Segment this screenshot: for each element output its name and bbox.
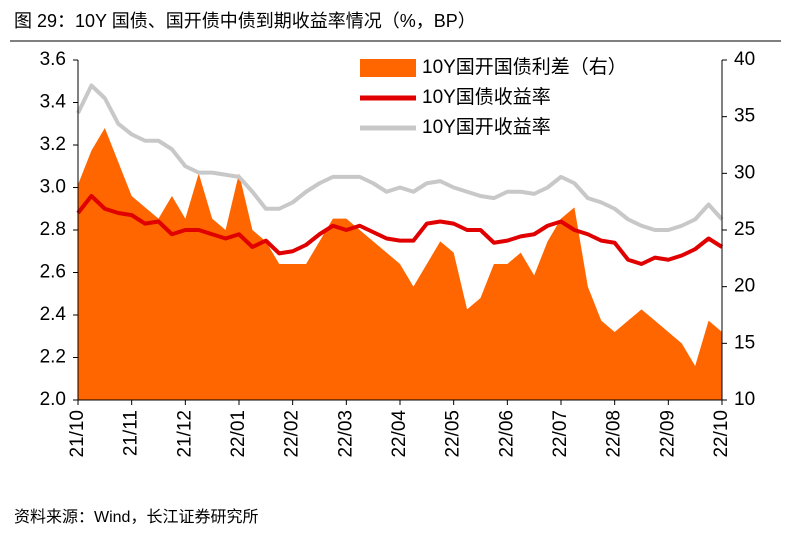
y2-tick-label: 35 [734, 106, 755, 127]
legend-label: 10Y国开国债利差（右） [422, 56, 627, 78]
x-tick-label: 22/08 [604, 410, 625, 458]
legend-label: 10Y国开收益率 [422, 116, 551, 138]
y2-tick-label: 20 [734, 276, 755, 297]
x-tick-label: 22/09 [657, 410, 678, 458]
line [76, 194, 724, 266]
y-tick-label: 2.2 [40, 347, 66, 368]
x-tick-label: 22/06 [496, 410, 517, 458]
y-tick-label: 3.0 [40, 177, 66, 198]
source-note: 资料来源：Wind，长江证券研究所 [14, 508, 258, 526]
legend-label: 10Y国债收益率 [422, 86, 551, 108]
line [76, 83, 724, 232]
y2-tick-label: 10 [734, 389, 755, 410]
x-tick-label: 22/01 [228, 410, 249, 458]
y2-tick-label: 30 [734, 162, 755, 183]
y-tick-label: 2.8 [40, 219, 66, 240]
x-tick-label: 22/04 [389, 410, 410, 458]
y2-tick-label: 40 [734, 49, 755, 70]
y-tick-label: 3.6 [40, 49, 66, 70]
legend-swatch [360, 59, 416, 77]
x-tick-label: 22/05 [443, 410, 464, 458]
x-tick-label: 22/07 [550, 410, 571, 458]
area [78, 128, 722, 400]
y-tick-label: 2.0 [40, 389, 66, 410]
x-tick-label: 21/11 [121, 410, 142, 456]
y2-tick-label: 15 [734, 332, 755, 353]
y2-tick-label: 25 [734, 219, 755, 240]
x-tick-label: 21/12 [174, 410, 195, 458]
chart-title: 图 29：10Y 国债、国开债中债到期收益率情况（%，BP） [14, 11, 476, 31]
y-tick-label: 2.6 [40, 262, 66, 283]
y-tick-label: 3.4 [40, 92, 67, 113]
x-tick-label: 21/10 [67, 410, 88, 458]
x-tick-label: 22/03 [335, 410, 356, 458]
x-tick-label: 22/02 [282, 410, 303, 458]
y-tick-label: 2.4 [40, 304, 67, 325]
y-tick-label: 3.2 [40, 134, 66, 155]
x-tick-label: 22/10 [711, 410, 732, 458]
